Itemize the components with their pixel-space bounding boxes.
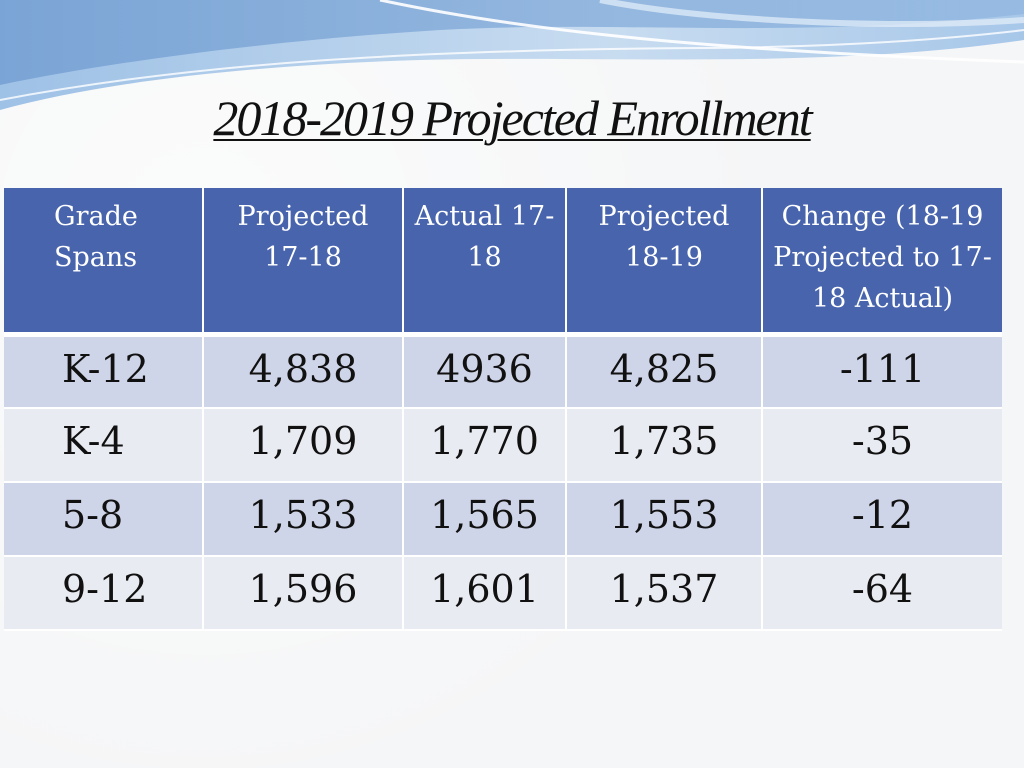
header-projected-17-18: Projected 17-18: [203, 188, 404, 334]
decorative-wave-banner: [0, 0, 1024, 110]
projected-18-19-cell: 1,553: [566, 482, 763, 557]
change-cell: -12: [762, 482, 1002, 557]
projected-17-18-cell: 1,596: [203, 556, 404, 631]
table-row: 5-8 1,533 1,565 1,553 -12: [4, 482, 1002, 557]
table-row: K-4 1,709 1,770 1,735 -35: [4, 408, 1002, 483]
header-row: Grade Spans Projected 17-18 Actual 17-18…: [4, 188, 1002, 334]
grade-span-cell: 5-8: [4, 482, 204, 557]
change-cell: -35: [762, 408, 1002, 483]
projected-17-18-cell: 1,709: [203, 408, 404, 483]
enrollment-table-container: Grade Spans Projected 17-18 Actual 17-18…: [4, 188, 1002, 631]
projected-18-19-cell: 4,825: [566, 334, 763, 409]
grade-span-cell: K-4: [4, 408, 204, 483]
table-row: 9-12 1,596 1,601 1,537 -64: [4, 556, 1002, 631]
header-actual-17-18: Actual 17-18: [403, 188, 567, 334]
header-change: Change (18-19 Projected to 17-18 Actual): [762, 188, 1002, 334]
projected-18-19-cell: 1,537: [566, 556, 763, 631]
header-grade-spans: Grade Spans: [4, 188, 204, 334]
grade-span-cell: K-12: [4, 334, 204, 409]
actual-17-18-cell: 1,565: [403, 482, 567, 557]
header-projected-18-19: Projected 18-19: [566, 188, 763, 334]
projected-18-19-cell: 1,735: [566, 408, 763, 483]
actual-17-18-cell: 4936: [403, 334, 567, 409]
grade-span-cell: 9-12: [4, 556, 204, 631]
table-row: K-12 4,838 4936 4,825 -111: [4, 334, 1002, 409]
table-body: K-12 4,838 4936 4,825 -111 K-4 1,709 1,7…: [4, 334, 1002, 631]
enrollment-table: Grade Spans Projected 17-18 Actual 17-18…: [4, 188, 1002, 631]
projected-17-18-cell: 1,533: [203, 482, 404, 557]
actual-17-18-cell: 1,601: [403, 556, 567, 631]
projected-17-18-cell: 4,838: [203, 334, 404, 409]
actual-17-18-cell: 1,770: [403, 408, 567, 483]
table-header: Grade Spans Projected 17-18 Actual 17-18…: [4, 188, 1002, 334]
slide-title: 2018-2019 Projected Enrollment: [213, 90, 812, 146]
change-cell: -64: [762, 556, 1002, 631]
change-cell: -111: [762, 334, 1002, 409]
